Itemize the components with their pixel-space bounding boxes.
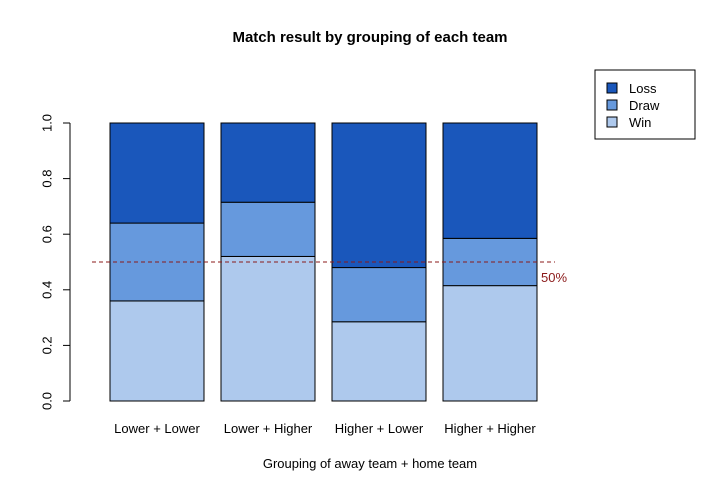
reference-line-group: 50% bbox=[92, 261, 567, 285]
legend: Loss Draw Win bbox=[594, 69, 696, 140]
x-tick-label: Lower + Lower bbox=[114, 421, 200, 436]
legend-label-draw: Draw bbox=[629, 98, 660, 113]
bar-segment-loss bbox=[220, 122, 316, 203]
y-tick-label: 1.0 bbox=[39, 114, 54, 132]
x-axis-label: Grouping of away team + home team bbox=[263, 456, 477, 471]
bar-segment-draw bbox=[220, 201, 316, 257]
bar-segment-loss bbox=[109, 122, 205, 224]
y-axis: 0.0 0.2 0.4 0.6 0.8 1.0 bbox=[39, 114, 71, 410]
legend-swatch-loss bbox=[606, 82, 618, 94]
legend-swatch-draw bbox=[606, 99, 618, 111]
y-tick-label: 0.0 bbox=[39, 392, 54, 410]
bar-segment-loss bbox=[331, 122, 427, 269]
x-tick-labels: Lower + Lower Lower + Higher Higher + Lowe… bbox=[114, 421, 536, 436]
y-tick-label: 0.2 bbox=[39, 336, 54, 354]
bar-segment-loss bbox=[442, 122, 538, 239]
y-tick-label: 0.8 bbox=[39, 170, 54, 188]
y-tick-label: 0.6 bbox=[39, 225, 54, 243]
reference-line-label: 50% bbox=[541, 270, 567, 285]
legend-label-win: Win bbox=[629, 115, 651, 130]
legend-swatch-win bbox=[606, 116, 618, 128]
bar-segment-win bbox=[220, 255, 316, 402]
x-tick-label: Higher + Higher bbox=[444, 421, 536, 436]
chart-title: Match result by grouping of each team bbox=[232, 29, 507, 46]
bar-segment-win bbox=[109, 300, 205, 402]
bar-segment-win bbox=[331, 321, 427, 402]
legend-label-loss: Loss bbox=[629, 81, 657, 96]
bar-segment-win bbox=[442, 285, 538, 402]
bars-group bbox=[109, 122, 538, 402]
y-tick-label: 0.4 bbox=[39, 281, 54, 299]
x-tick-label: Lower + Higher bbox=[224, 421, 313, 436]
x-tick-label: Higher + Lower bbox=[335, 421, 424, 436]
bar-segment-draw bbox=[331, 267, 427, 323]
